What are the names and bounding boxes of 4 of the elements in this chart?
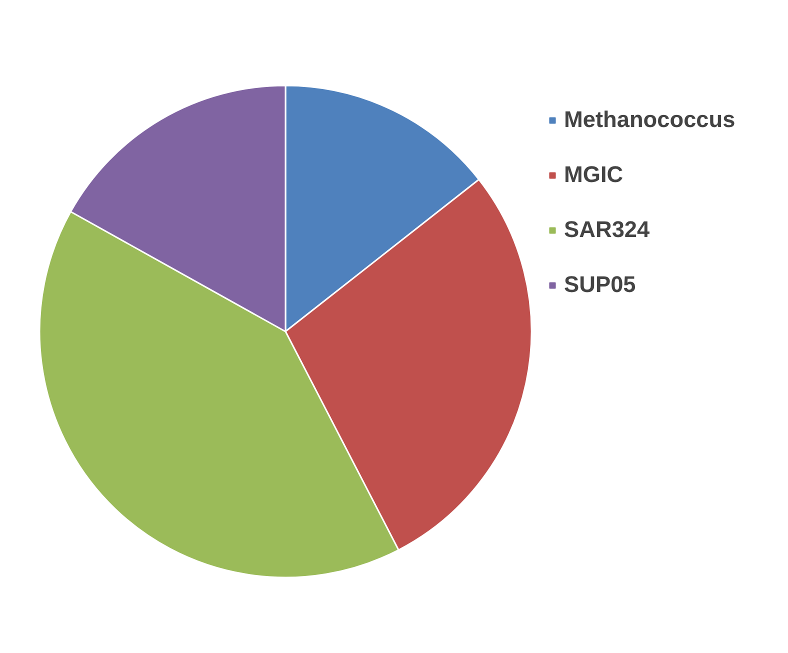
legend-label: MGIC	[564, 161, 624, 188]
legend-label: Methanococcus	[564, 106, 736, 133]
legend-label: SUP05	[564, 271, 636, 298]
legend-label: SAR324	[564, 216, 650, 243]
